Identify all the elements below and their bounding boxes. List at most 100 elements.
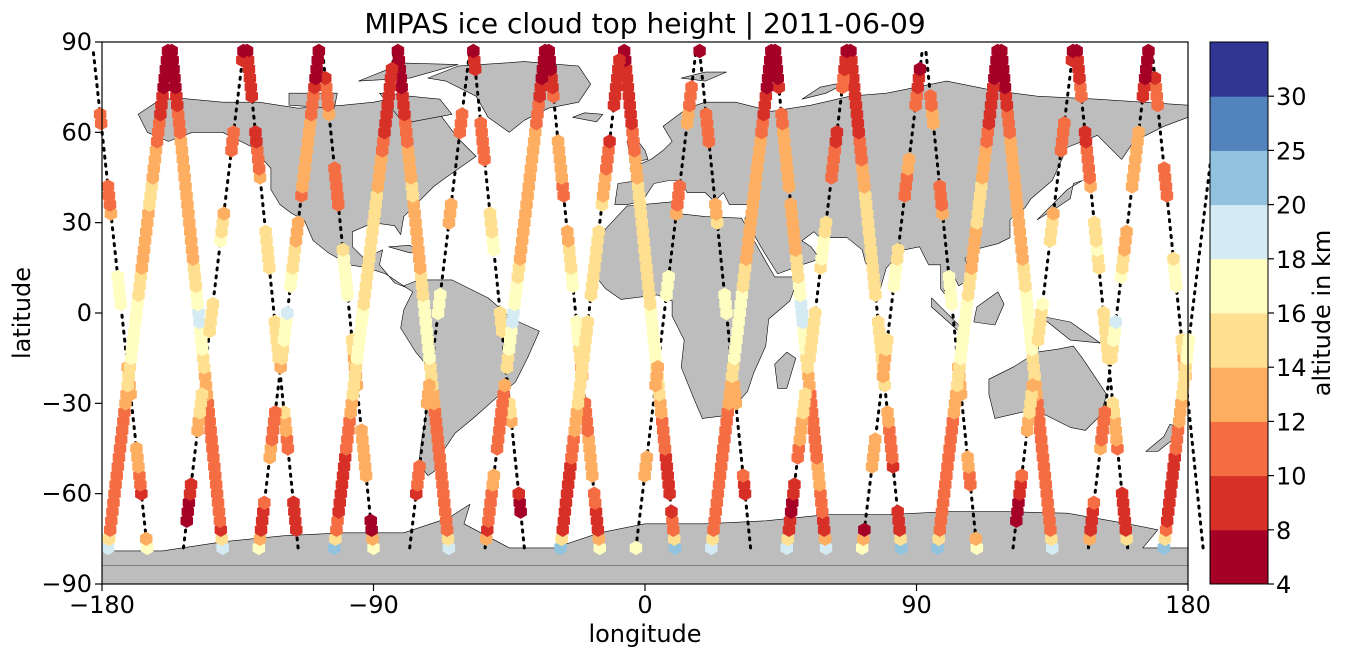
colorbar-tick-label: 16 — [1276, 300, 1307, 328]
cloud-marker — [268, 314, 282, 330]
cloud-marker — [933, 179, 946, 194]
cloud-marker — [498, 378, 511, 393]
y-tick-label: −90 — [41, 570, 92, 598]
cloud-marker — [709, 197, 722, 212]
cloud-marker — [269, 405, 282, 420]
cloud-marker — [788, 477, 801, 492]
cloud-marker — [195, 387, 209, 402]
colorbar-tick-label: 14 — [1276, 354, 1307, 382]
cloud-marker — [673, 179, 686, 194]
colorbar-segment — [1210, 367, 1268, 422]
cloud-marker — [902, 152, 916, 167]
cloud-marker — [494, 305, 507, 321]
cloud-marker — [227, 125, 240, 140]
colorbar-segment — [1210, 529, 1268, 585]
cloud-marker — [961, 450, 974, 465]
cloud-marker — [434, 287, 447, 303]
land-iceland — [572, 112, 604, 123]
colorbar-tick-label: 4 — [1276, 571, 1291, 599]
cloud-marker — [281, 305, 294, 321]
y-tick-label: 90 — [61, 28, 92, 56]
land-borneo — [973, 291, 1005, 326]
cloud-marker — [942, 269, 956, 285]
cloud-marker — [891, 242, 905, 257]
colorbar-segment — [1210, 421, 1268, 477]
y-axis-label: latitude — [8, 267, 36, 359]
cloud-marker — [1157, 161, 1171, 176]
colorbar-tick-label: 30 — [1276, 83, 1307, 111]
cloud-marker — [364, 513, 377, 528]
cloud-marker — [629, 540, 643, 556]
cloud-marker — [1026, 378, 1039, 393]
cloud-marker — [483, 206, 497, 221]
cloud-marker — [474, 116, 487, 131]
cloud-marker — [413, 459, 426, 474]
colorbar-segment — [1210, 96, 1268, 151]
cloud-marker — [467, 43, 480, 59]
cloud-marker — [1087, 495, 1101, 510]
cloud-marker — [291, 215, 305, 230]
colorbar-segment — [1210, 475, 1268, 531]
cloud-marker — [319, 70, 332, 86]
y-tick-label: −60 — [41, 480, 92, 508]
colorbar-segment — [1210, 204, 1268, 260]
orbit-track-desc-14 — [1150, 46, 1205, 550]
colorbar-segment — [1210, 150, 1268, 206]
colorbar: 4 8 10 12 14 16 18 20 25 30 — [1209, 41, 1307, 599]
x-tick-label: 180 — [1165, 591, 1211, 619]
cloud-marker — [736, 468, 750, 483]
cloud-marker — [206, 296, 220, 312]
cloud-marker — [969, 531, 983, 546]
cloud-marker — [891, 504, 904, 519]
cloud-marker — [217, 206, 230, 221]
cloud-marker — [1097, 305, 1110, 321]
cloud-marker — [487, 468, 501, 483]
chart-title: MIPAS ice cloud top height | 2011-06-09 — [364, 7, 925, 40]
cloud-marker — [1148, 70, 1162, 86]
cloud-marker — [603, 134, 616, 149]
cloud-marker — [651, 360, 664, 375]
x-tick-label: 90 — [901, 591, 932, 619]
x-tick-label: −180 — [69, 591, 135, 619]
cloud-marker — [551, 134, 565, 149]
cloud-marker — [881, 405, 894, 420]
cloud-marker — [613, 52, 626, 68]
y-ticks: −90 −60 −30 0 30 60 90 — [41, 28, 102, 598]
x-tick-label: 0 — [637, 591, 652, 619]
cloud-marker — [1115, 486, 1129, 501]
cloud-marker — [93, 107, 107, 122]
cloud-marker — [1088, 215, 1101, 230]
cloud-marker — [570, 314, 583, 330]
colorbar-tick-label: 25 — [1276, 137, 1307, 165]
cloud-marker — [784, 197, 797, 212]
cloud-marker — [592, 224, 605, 239]
cloud-marker — [355, 423, 368, 438]
cloud-marker — [385, 61, 399, 77]
cloud-marker — [140, 531, 153, 546]
cloud-marker — [1109, 314, 1122, 330]
cloud-marker — [693, 43, 706, 59]
cloud-marker — [101, 179, 115, 194]
cloud-marker — [1036, 296, 1049, 312]
cloud-marker — [1058, 116, 1071, 131]
colorbar-label: altitude in km — [1308, 230, 1336, 397]
cloud-marker — [455, 107, 469, 122]
cloud-marker — [699, 107, 713, 122]
cloud-marker — [799, 387, 812, 402]
cloud-marker — [765, 43, 778, 59]
cloud-marker — [858, 522, 871, 537]
land-antarctica-base — [102, 565, 1188, 584]
cloud-points — [93, 43, 1196, 556]
y-tick-label: 60 — [61, 118, 92, 146]
cloud-marker — [665, 504, 678, 519]
cloud-marker — [1015, 468, 1028, 483]
cloud-marker — [259, 224, 272, 239]
cloud-marker — [423, 378, 436, 393]
cloud-marker — [184, 477, 198, 492]
cloud-marker — [444, 197, 458, 212]
cloud-marker — [1047, 206, 1060, 221]
colorbar-segment — [1210, 42, 1268, 97]
cloud-marker — [1142, 43, 1155, 59]
cloud-marker — [869, 432, 882, 447]
cloud-marker — [1078, 125, 1092, 140]
